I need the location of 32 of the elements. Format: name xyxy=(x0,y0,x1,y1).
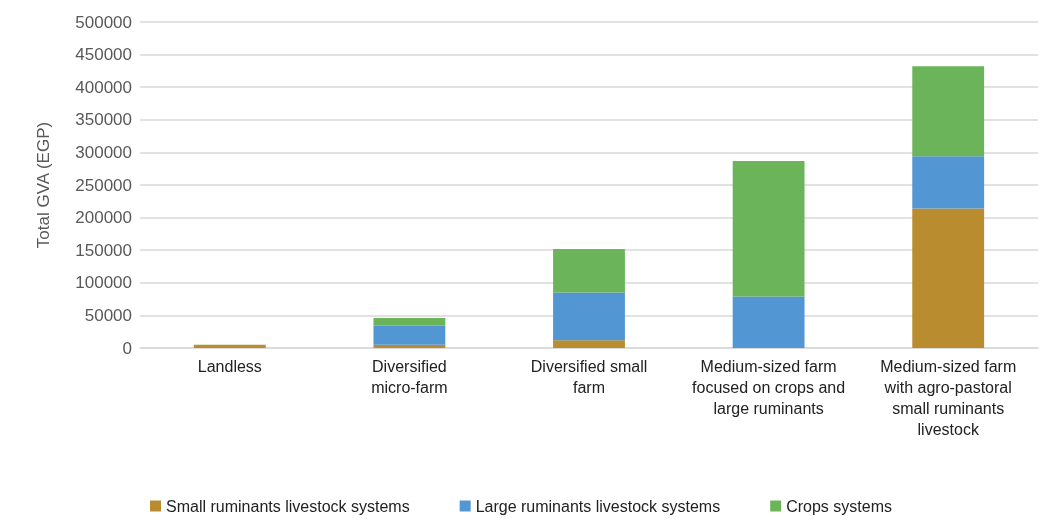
y-tick-label: 150000 xyxy=(75,240,132,260)
y-tick-label: 400000 xyxy=(75,77,132,97)
legend-label: Crops systems xyxy=(786,497,892,515)
bar xyxy=(553,248,625,293)
y-tick-label: 200000 xyxy=(75,208,132,228)
x-tick-label: Diversified micro-farm xyxy=(371,358,448,396)
bar xyxy=(373,318,446,326)
legend-label: Large ruminants livestock systems xyxy=(475,497,721,515)
y-tick-label: 500000 xyxy=(75,12,132,32)
bar xyxy=(553,340,625,348)
bar xyxy=(912,156,985,209)
bar xyxy=(732,296,805,348)
x-tick-label: Diversified small farm xyxy=(530,358,648,396)
x-tick-label: Medium-sized farm focused on crops and large ruminants xyxy=(692,358,846,417)
y-axis-title: Total GVA (EGP) xyxy=(34,121,53,249)
y-tick-label: 50000 xyxy=(84,305,132,325)
bar xyxy=(732,160,805,297)
y-tick-label: 350000 xyxy=(75,110,132,130)
y-tick-label: 450000 xyxy=(75,45,132,65)
y-tick-label: 300000 xyxy=(75,142,132,162)
bar xyxy=(912,66,985,157)
x-tick-label: Medium-sized farm with agro-pastoral small ruminants livestock xyxy=(880,358,1017,438)
y-tick-label: 100000 xyxy=(75,273,132,293)
y-tick-label: 250000 xyxy=(75,175,132,195)
bar xyxy=(373,344,446,348)
bar xyxy=(912,208,985,348)
bar xyxy=(373,325,446,345)
bar xyxy=(553,292,625,341)
bar xyxy=(193,344,266,348)
x-tick-label: Landless xyxy=(197,358,262,375)
y-tick-label: 0 xyxy=(122,338,132,358)
legend-label: Small ruminants livestock systems xyxy=(166,497,410,515)
